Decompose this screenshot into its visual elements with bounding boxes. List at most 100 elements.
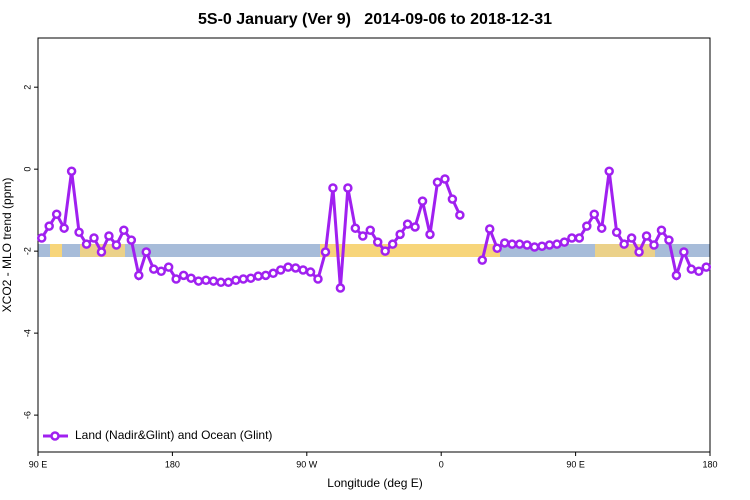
data-point xyxy=(178,270,189,281)
data-point xyxy=(111,240,122,250)
data-point xyxy=(679,247,689,257)
data-point xyxy=(328,183,338,193)
data-point xyxy=(641,231,652,241)
data-point xyxy=(686,264,697,274)
x-axis-label: Longitude (deg E) xyxy=(327,476,422,490)
data-point xyxy=(104,231,114,241)
data-point xyxy=(193,276,204,286)
data-point xyxy=(343,183,353,193)
data-point xyxy=(544,240,555,250)
data-point xyxy=(119,225,129,235)
data-point xyxy=(298,265,308,275)
data-point xyxy=(432,177,443,188)
data-point xyxy=(283,262,293,272)
data-point xyxy=(529,242,540,252)
data-point xyxy=(44,221,54,231)
data-point xyxy=(484,224,495,234)
data-point xyxy=(59,223,69,233)
data-point xyxy=(51,209,62,220)
data-point xyxy=(320,247,331,257)
data-point xyxy=(656,225,667,235)
data-point xyxy=(455,210,465,220)
y-tick-label: -6 xyxy=(22,411,32,419)
x-tick-label: 180 xyxy=(702,459,717,469)
data-point xyxy=(671,270,682,281)
x-tick-label: 90 E xyxy=(566,459,585,469)
data-point xyxy=(260,270,271,281)
data-point xyxy=(163,262,174,272)
legend-marker xyxy=(50,431,60,441)
plot-frame xyxy=(37,37,711,453)
land-band xyxy=(455,244,500,257)
data-point xyxy=(634,247,644,257)
data-point xyxy=(522,240,532,250)
data-point xyxy=(611,227,622,238)
data-point xyxy=(649,240,659,250)
series-line xyxy=(40,171,462,289)
data-point xyxy=(358,231,368,241)
y-tick-label: 2 xyxy=(22,85,32,90)
data-point xyxy=(395,229,405,240)
y-tick-label: -4 xyxy=(22,329,32,337)
data-point xyxy=(141,247,152,257)
y-tick-label: 0 xyxy=(22,167,32,172)
data-point xyxy=(126,235,137,245)
data-point xyxy=(589,209,600,220)
data-point xyxy=(313,274,323,284)
data-point xyxy=(694,266,704,276)
series-line xyxy=(480,171,707,282)
data-point xyxy=(96,247,107,257)
data-point xyxy=(335,283,346,293)
data-point xyxy=(596,223,607,233)
data-point xyxy=(410,222,420,232)
data-point xyxy=(425,229,435,240)
data-point xyxy=(507,239,517,249)
data-point xyxy=(290,263,301,273)
y-tick-label: -2 xyxy=(22,247,32,255)
data-point xyxy=(201,275,211,286)
chart-title: 5S-0 January (Ver 9) 2014-09-06 to 2018-… xyxy=(198,11,552,28)
data-point xyxy=(66,166,77,176)
x-tick-label: 90 E xyxy=(29,459,48,469)
data-point xyxy=(81,239,92,249)
data-point xyxy=(387,239,398,249)
data-point xyxy=(253,271,264,281)
data-point xyxy=(36,233,47,243)
data-point xyxy=(582,221,592,231)
data-point xyxy=(492,243,502,254)
data-point xyxy=(559,237,570,247)
data-point xyxy=(238,274,249,284)
data-point xyxy=(514,239,525,249)
data-point xyxy=(216,277,226,288)
data-point xyxy=(372,237,383,247)
data-point xyxy=(74,227,84,238)
data-point xyxy=(701,262,712,272)
data-point xyxy=(552,239,562,249)
data-point xyxy=(574,233,585,243)
data-point xyxy=(246,273,256,283)
data-point xyxy=(664,235,674,245)
data-point xyxy=(604,166,614,176)
data-point xyxy=(365,225,376,235)
data-point xyxy=(208,276,219,286)
data-point xyxy=(567,233,577,243)
x-tick-label: 0 xyxy=(439,459,444,469)
data-point xyxy=(440,174,450,184)
data-point xyxy=(537,241,547,251)
data-point xyxy=(477,255,488,265)
data-point xyxy=(268,268,278,279)
data-point xyxy=(305,267,316,277)
legend-label: Land (Nadir&Glint) and Ocean (Glint) xyxy=(75,428,272,442)
data-point xyxy=(89,233,99,243)
data-point xyxy=(402,219,413,229)
data-point xyxy=(447,194,458,204)
x-tick-label: 90 W xyxy=(296,459,318,469)
data-point xyxy=(275,265,286,275)
data-point xyxy=(380,246,390,256)
data-point xyxy=(499,238,510,248)
land-ocean-band xyxy=(38,244,710,257)
data-point xyxy=(134,270,144,281)
data-point xyxy=(417,196,428,206)
data-point xyxy=(231,275,241,286)
